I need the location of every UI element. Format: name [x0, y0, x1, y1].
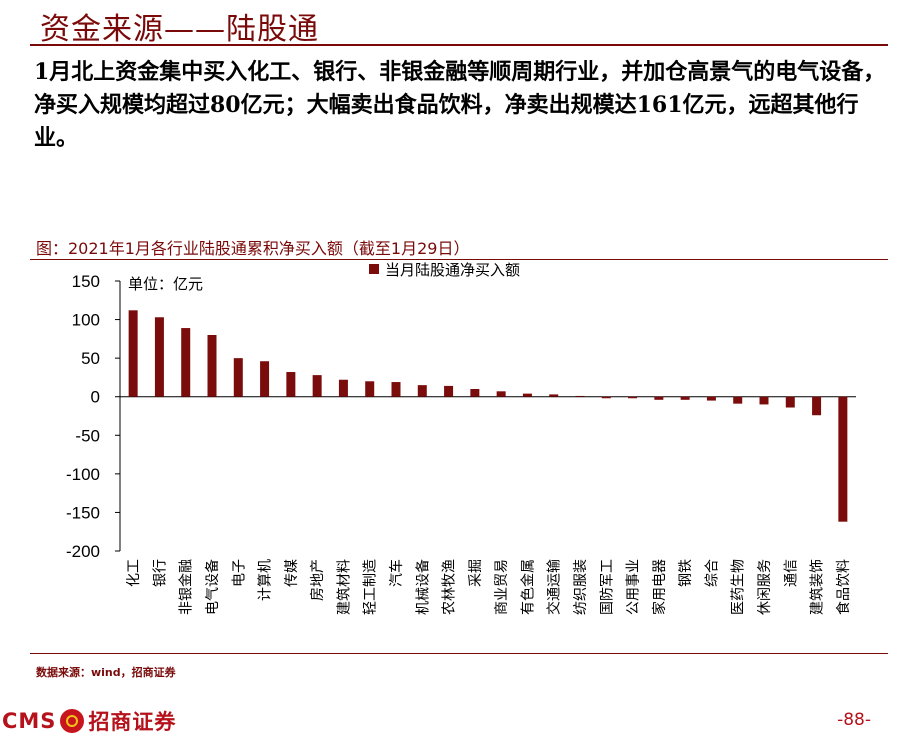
- y-tick-label: 100: [72, 311, 100, 330]
- logo-mark-icon: [60, 709, 85, 733]
- bar: [785, 396, 795, 408]
- legend-swatch: [369, 264, 379, 274]
- x-tick-label: 银行: [152, 559, 168, 587]
- bar: [759, 396, 769, 405]
- bar: [575, 395, 585, 397]
- x-tick-label: 建筑装饰: [810, 559, 826, 615]
- bar: [444, 385, 454, 397]
- figure-caption: 图：2021年1月各行业陆股通累积净买入额（截至1月29日）: [36, 239, 470, 258]
- x-tick-label: 采掘: [468, 559, 484, 587]
- legend-label: 当月陆股通净买入额: [385, 262, 520, 279]
- x-tick-label: 医药生物: [731, 559, 747, 615]
- x-tick-label: 机械设备: [414, 559, 431, 615]
- bar: [181, 328, 191, 397]
- y-tick-label: 50: [81, 349, 100, 368]
- bar: [654, 396, 664, 400]
- x-tick-label: 电子: [231, 559, 247, 587]
- x-tick-label: 轻工制造: [363, 559, 379, 615]
- x-tick-label: 国防军工: [599, 559, 615, 615]
- x-tick-label: 化工: [126, 559, 142, 587]
- figure-top-rule: [30, 259, 888, 260]
- bar: [260, 361, 270, 397]
- unit-label: 单位：亿元: [128, 275, 203, 293]
- x-tick-label: 综合: [704, 559, 720, 587]
- y-tick-label: -200: [66, 542, 100, 561]
- bar: [522, 393, 532, 397]
- x-tick-label: 钢铁: [678, 559, 694, 587]
- x-tick-label: 电气设备: [204, 559, 221, 615]
- x-tick-label: 食品饮料: [835, 559, 852, 615]
- bar: [496, 391, 506, 397]
- page-title: 资金来源——陆股通: [40, 12, 319, 47]
- x-tick-label: 建筑材料: [336, 559, 352, 615]
- bar: [601, 396, 611, 399]
- y-tick-label: -100: [66, 465, 100, 484]
- bar: [470, 389, 480, 397]
- x-tick-label: 农林牧渔: [442, 559, 458, 615]
- bar: [680, 396, 690, 400]
- y-tick-label: 0: [91, 388, 100, 407]
- x-tick-label: 通信: [783, 559, 799, 587]
- figure-bottom-rule: [30, 653, 888, 654]
- bar: [207, 335, 217, 397]
- x-tick-label: 计算机: [258, 559, 274, 601]
- bar: [628, 396, 638, 399]
- bar: [391, 382, 401, 397]
- page-number: -88-: [837, 710, 871, 730]
- x-tick-label: 公用事业: [626, 559, 642, 615]
- bar: [154, 317, 164, 397]
- data-source: 数据来源：wind，招商证券: [36, 666, 176, 679]
- logo-name-text: 招商证券: [88, 710, 177, 734]
- bar: [128, 310, 138, 397]
- x-tick-label: 休闲服务: [757, 559, 773, 615]
- bar: [706, 396, 716, 401]
- x-tick-label: 非银金融: [179, 559, 195, 615]
- x-tick-label: 家用电器: [651, 559, 668, 615]
- title-divider: [30, 44, 888, 46]
- bar: [549, 394, 559, 397]
- bar: [733, 396, 743, 404]
- bar: [338, 379, 348, 397]
- x-tick-label: 传媒: [284, 559, 300, 587]
- x-tick-label: 纺织服装: [573, 559, 589, 615]
- bar: [838, 396, 848, 522]
- logo-cms-text: CMS: [2, 709, 57, 733]
- x-tick-label: 交通运输: [546, 559, 563, 615]
- x-tick-label: 汽车: [388, 559, 405, 587]
- summary-paragraph: 1月北上资金集中买入化工、银行、非银金融等顺周期行业，并加仓高景气的电气设备，净…: [34, 59, 886, 151]
- x-tick-label: 有色金属: [519, 559, 536, 615]
- bar: [286, 372, 296, 397]
- bar: [365, 381, 375, 397]
- y-tick-label: 150: [72, 272, 100, 291]
- cms-logo: CMS 招商证券: [2, 706, 176, 736]
- bar-chart: 150 100 50 0 -50 -100 -150 -200 化工 银行 非银金融 电气设备 电子 计算…: [66, 262, 856, 615]
- bar: [417, 385, 427, 397]
- bar: [312, 375, 322, 397]
- y-tick-label: -150: [66, 503, 100, 522]
- y-tick-label: -50: [75, 426, 100, 445]
- x-tick-label: 商业贸易: [494, 559, 510, 615]
- bar: [812, 396, 822, 416]
- x-tick-label: 房地产: [310, 559, 326, 601]
- bar: [233, 358, 243, 397]
